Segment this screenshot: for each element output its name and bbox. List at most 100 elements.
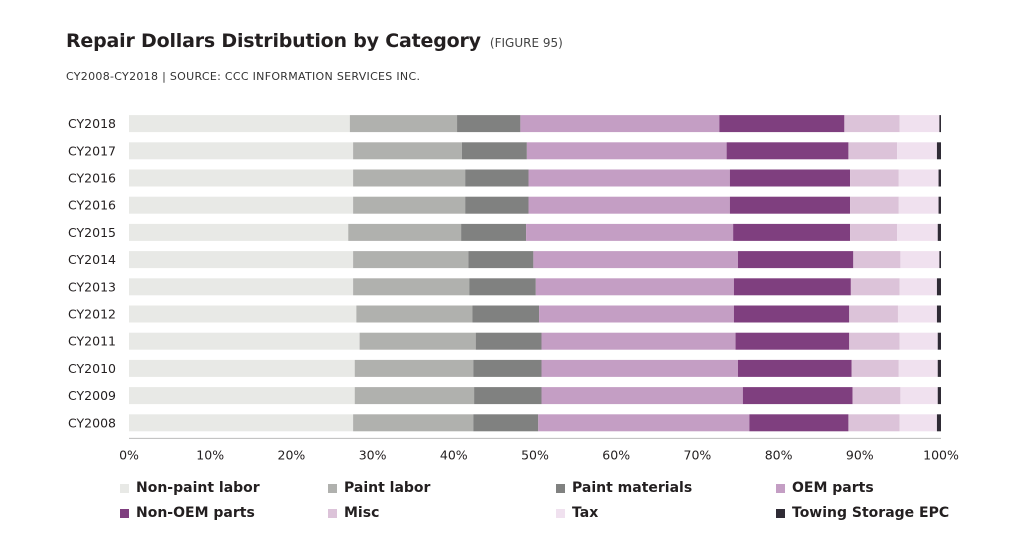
- category-label: CY2012: [68, 307, 116, 322]
- bar-segment-non-oem-parts: [733, 223, 851, 241]
- bar-segment-non-oem-parts: [738, 359, 852, 377]
- bar-segment-paint-labor: [354, 359, 474, 377]
- bar-segment-non-oem-parts: [729, 169, 851, 187]
- bar-segment-tax: [898, 169, 939, 187]
- bar-segment-paint-labor: [353, 251, 469, 269]
- legend-label: Non-OEM parts: [136, 505, 255, 521]
- legend-label: Paint materials: [572, 480, 693, 496]
- bar-segment-paint-labor: [356, 305, 473, 323]
- bar-segment-non-paint-labor: [129, 414, 354, 432]
- bar-segment-misc: [848, 414, 900, 432]
- bar-segment-non-oem-parts: [749, 414, 849, 432]
- bar-segment-towing-storage-epc: [936, 142, 941, 160]
- bar-segment-non-oem-parts: [742, 387, 853, 405]
- legend-item: Paint labor: [328, 480, 430, 496]
- bar-segment-non-paint-labor: [129, 387, 355, 405]
- legend-swatch: [328, 508, 337, 518]
- legend-item: Towing Storage EPC: [776, 505, 949, 521]
- x-tick-label: 30%: [359, 447, 387, 462]
- bar-segment-non-oem-parts: [733, 278, 851, 296]
- x-tick-label: 70%: [684, 447, 712, 462]
- x-tick-label: 60%: [602, 447, 630, 462]
- bar-segment-paint-labor: [359, 332, 476, 350]
- bar-segment-misc: [851, 359, 899, 377]
- bar-segment-oem-parts: [538, 414, 750, 432]
- legend-item: Tax: [556, 505, 598, 521]
- bar-segment-towing-storage-epc: [937, 359, 941, 377]
- bar-segment-paint-materials: [465, 196, 529, 214]
- legend-item: Non-paint labor: [120, 480, 260, 496]
- legend-item: Paint materials: [556, 480, 692, 496]
- legend-swatch: [120, 483, 129, 493]
- bar-segment-oem-parts: [526, 142, 727, 160]
- bar-segment-towing-storage-epc: [939, 115, 941, 133]
- chart-title: Repair Dollars Distribution by Category: [66, 30, 481, 52]
- x-tick-label: 40%: [440, 447, 468, 462]
- x-tick-label: 80%: [765, 447, 793, 462]
- category-label: CY2011: [68, 334, 116, 349]
- bar-segment-tax: [899, 278, 937, 296]
- legend-swatch: [776, 508, 785, 518]
- bar-segment-misc: [850, 223, 898, 241]
- bar-segment-towing-storage-epc: [939, 251, 941, 269]
- bar-segment-tax: [898, 359, 938, 377]
- legend-label: Misc: [344, 505, 380, 521]
- bar-segment-paint-materials: [474, 387, 542, 405]
- bar-segment-oem-parts: [541, 332, 736, 350]
- bar-segment-towing-storage-epc: [937, 223, 941, 241]
- bar-segment-paint-materials: [473, 359, 542, 377]
- bar-segment-oem-parts: [541, 359, 738, 377]
- bar-segment-towing-storage-epc: [937, 332, 941, 350]
- category-label: CY2018: [68, 116, 116, 131]
- bar-segment-tax: [897, 305, 937, 323]
- x-tick-label: 0%: [119, 447, 139, 462]
- legend-swatch: [556, 508, 565, 518]
- category-label: CY2017: [68, 143, 116, 158]
- bar-segment-tax: [899, 414, 937, 432]
- bar-segment-misc: [849, 305, 898, 323]
- bar-segment-paint-labor: [353, 196, 466, 214]
- bar-segment-paint-labor: [348, 223, 462, 241]
- bar-segment-misc: [849, 332, 900, 350]
- bar-segment-towing-storage-epc: [936, 278, 941, 296]
- bar-segment-towing-storage-epc: [938, 169, 941, 187]
- legend-swatch: [120, 508, 129, 518]
- bar-segment-oem-parts: [526, 223, 734, 241]
- bar-segment-tax: [899, 115, 940, 133]
- category-label: CY2009: [68, 388, 116, 403]
- bar-segment-towing-storage-epc: [938, 196, 941, 214]
- bar-segment-paint-labor: [354, 387, 475, 405]
- bar-segment-misc: [850, 169, 899, 187]
- bar-segment-paint-materials: [469, 278, 536, 296]
- bar-segment-tax: [899, 332, 938, 350]
- bar-segment-paint-materials: [468, 251, 534, 269]
- bar-segment-tax: [897, 223, 938, 241]
- bar-segment-paint-materials: [475, 332, 542, 350]
- bar-segment-non-oem-parts: [729, 196, 851, 214]
- bar-segment-non-paint-labor: [129, 115, 350, 133]
- bar-segment-paint-materials: [472, 305, 540, 323]
- bar-segment-paint-labor: [353, 414, 474, 432]
- bar-segment-oem-parts: [539, 305, 734, 323]
- bar-segment-towing-storage-epc: [936, 305, 941, 323]
- category-label: CY2016: [68, 198, 116, 213]
- bar-segment-misc: [852, 387, 901, 405]
- x-tick-label: 20%: [278, 447, 306, 462]
- bar-segment-oem-parts: [520, 115, 720, 133]
- bar-segment-oem-parts: [528, 196, 730, 214]
- category-label: CY2008: [68, 415, 116, 430]
- bar-segment-misc: [853, 251, 901, 269]
- bar-segment-non-paint-labor: [129, 332, 360, 350]
- legend-swatch: [776, 483, 785, 493]
- legend-label: Towing Storage EPC: [792, 505, 950, 521]
- x-tick-label: 50%: [521, 447, 549, 462]
- bar-segment-misc: [844, 115, 900, 133]
- bar-segment-paint-labor: [349, 115, 458, 133]
- legend-item: Misc: [328, 505, 379, 521]
- legend-swatch: [328, 483, 337, 493]
- bar-segment-paint-materials: [461, 142, 527, 160]
- bar-segment-non-paint-labor: [129, 359, 355, 377]
- bar-segment-non-oem-parts: [733, 305, 850, 323]
- bar-segment-misc: [848, 142, 898, 160]
